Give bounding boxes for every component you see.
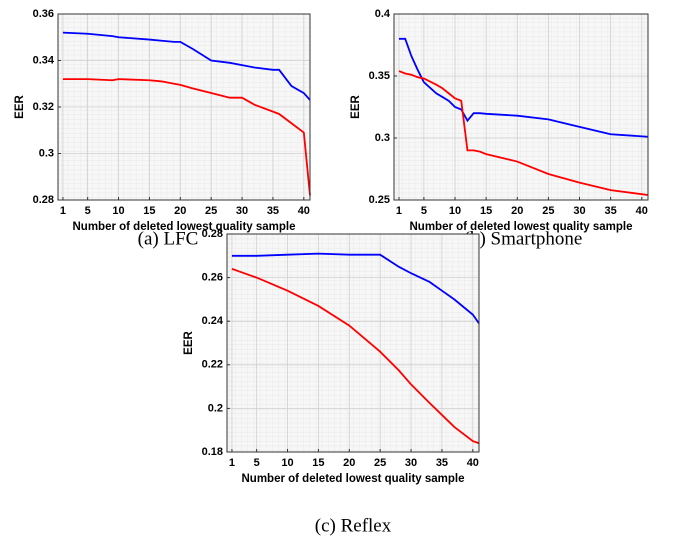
x-axis-label: Number of deleted lowest quality sample <box>72 221 295 233</box>
line-series <box>398 70 649 196</box>
x-tick-label: 10 <box>449 205 461 217</box>
y-axis-label: EER <box>350 94 362 118</box>
y-tick-label: 0.3 <box>39 147 54 159</box>
x-tick-label: 15 <box>480 205 492 217</box>
x-tick-label: 20 <box>511 205 523 217</box>
y-tick-label: 0.18 <box>202 446 223 458</box>
y-tick-label: 0.25 <box>369 194 390 206</box>
x-axis-label: Number of deleted lowest quality sample <box>409 221 632 233</box>
x-tick-label: 35 <box>436 457 448 469</box>
x-tick-label: 20 <box>343 457 355 469</box>
y-tick-label: 0.32 <box>33 101 54 113</box>
minor-grid <box>227 234 479 452</box>
line-series <box>231 252 480 324</box>
x-tick-label: 30 <box>405 457 417 469</box>
plot-frame <box>226 233 480 453</box>
x-tick-label: 25 <box>542 205 554 217</box>
y-tick-label: 0.36 <box>33 8 54 20</box>
y-tick-label: 0.3 <box>375 132 390 144</box>
line-series <box>231 268 480 445</box>
plot-frame <box>57 13 311 201</box>
line-series <box>62 31 311 101</box>
x-tick-label: 5 <box>85 205 91 217</box>
x-tick-label: 20 <box>174 205 186 217</box>
caption: (a) LFC <box>138 228 199 249</box>
y-tick-label: 0.4 <box>375 8 391 20</box>
x-tick-label: 5 <box>254 457 260 469</box>
y-axis-label: EER <box>14 94 26 118</box>
x-tick-label: 1 <box>60 205 66 217</box>
x-tick-label: 30 <box>236 205 248 217</box>
x-tick-label: 30 <box>573 205 585 217</box>
x-axis-label: Number of deleted lowest quality sample <box>241 473 464 485</box>
y-tick-label: 0.34 <box>33 54 55 66</box>
x-tick-label: 40 <box>298 205 310 217</box>
x-tick-label: 25 <box>205 205 217 217</box>
x-tick-label: 40 <box>636 205 648 217</box>
y-tick-label: 0.28 <box>202 228 223 240</box>
x-tick-label: 40 <box>467 457 479 469</box>
y-tick-label: 0.22 <box>202 359 223 371</box>
plot-frame <box>393 13 649 201</box>
x-tick-label: 25 <box>374 457 386 469</box>
minor-grid <box>394 14 648 200</box>
caption: (c) Reflex <box>315 515 392 536</box>
x-tick-label: 1 <box>229 457 235 469</box>
y-tick-label: 0.26 <box>202 272 223 284</box>
line-series <box>62 78 311 196</box>
y-tick-label: 0.2 <box>208 402 223 414</box>
y-tick-label: 0.35 <box>369 70 390 82</box>
x-tick-label: 5 <box>421 205 427 217</box>
x-tick-label: 15 <box>312 457 324 469</box>
x-tick-label: 1 <box>396 205 402 217</box>
x-tick-label: 35 <box>605 205 617 217</box>
line-series <box>398 37 649 138</box>
x-tick-label: 10 <box>112 205 124 217</box>
y-tick-label: 0.24 <box>202 315 224 327</box>
y-tick-label: 0.28 <box>33 194 54 206</box>
x-tick-label: 35 <box>267 205 279 217</box>
x-tick-label: 15 <box>143 205 155 217</box>
caption: (b) Smartphone <box>464 228 583 249</box>
x-tick-label: 10 <box>281 457 293 469</box>
y-axis-label: EER <box>183 330 195 354</box>
